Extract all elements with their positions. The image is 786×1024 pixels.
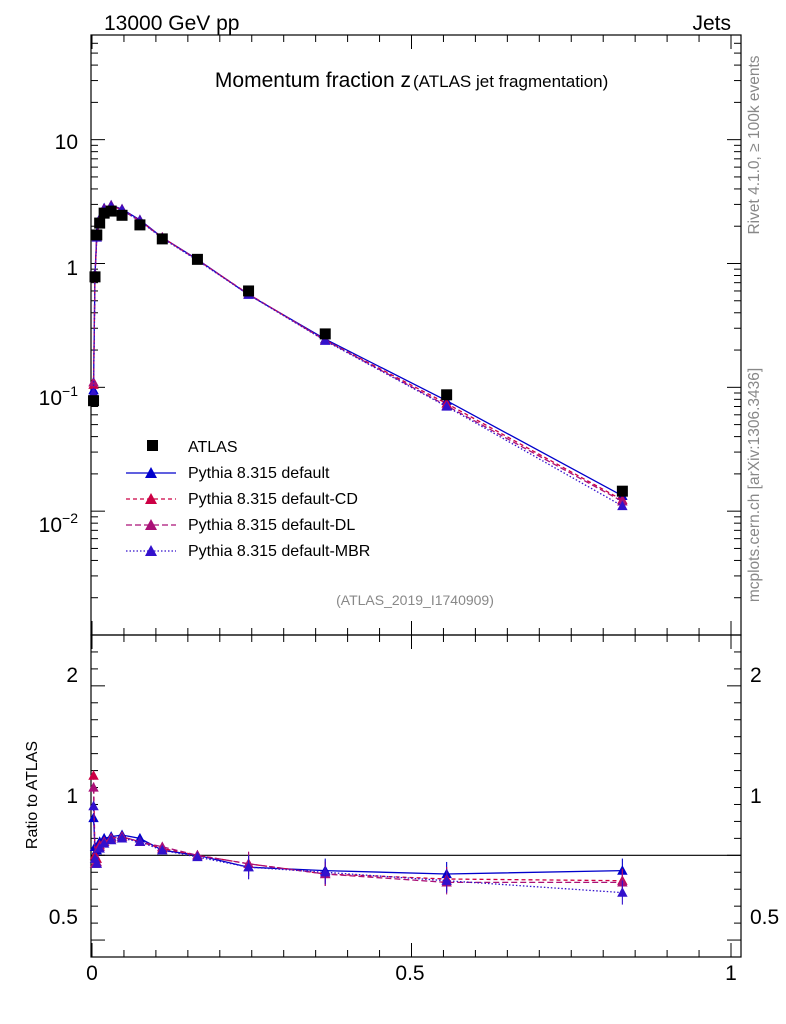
x-tick-labels: 0 0.5 1 [86,962,737,985]
ratio-y-tick-label-0.5: 0.5 [49,906,78,929]
series-line [92,205,623,502]
data-point [116,209,128,221]
legend-label-cd: Pythia 8.315 default-CD [188,491,358,508]
main-y-tick-label-1: 1 [66,257,78,280]
data-point [91,229,103,241]
main-y-tick-label-0.01: 10−2 [39,510,79,537]
legend-label-mbr: Pythia 8.315 default-MBR [188,543,370,560]
series-line [92,204,623,497]
ratio-y-tick-labels: 2 1 0.5 2 1 0.5 [49,664,779,929]
main-y-tick-label-10: 10 [55,131,78,154]
ratio-y-axis-label: Ratio to ATLAS [24,741,41,849]
ratio-series-3 [88,800,628,905]
legend-marker-atlas [147,440,158,451]
data-point [134,219,146,231]
data-point [319,328,331,340]
data-point [441,389,453,401]
legend-label-atlas: ATLAS [188,439,238,456]
x-tick-label-1: 1 [725,962,737,985]
data-point [191,253,203,265]
main-y-tick-labels: 10 1 10−1 10−2 [39,131,79,537]
legend-marker-mbr [145,545,157,556]
main-y-tick-label-0.1: 10−1 [39,383,79,410]
ratio-point [88,800,99,811]
series-point [320,335,331,345]
legend-label-default: Pythia 8.315 default [188,465,330,482]
ratio-point [105,834,117,845]
data-point [616,485,628,497]
legend: ATLAS Pythia 8.315 default Pythia 8.315 … [126,439,370,560]
ratio-panel-frame [90,634,742,958]
mcplots-label: mcplots.cern.ch [arXiv:1306.3436] [746,368,763,602]
ratio-y-tick-label-right-1: 1 [750,785,762,808]
legend-marker-cd [145,493,157,504]
series-1 [88,200,628,505]
x-tick-label-0.5: 0.5 [395,962,424,985]
series-0 [88,199,628,500]
series-line [92,205,623,501]
analysis-id-label: (ATLAS_2019_I1740909) [336,592,494,608]
ratio-point [98,837,110,848]
ratio-line [92,775,623,882]
series-point [617,500,628,511]
chart-subtitle: (ATLAS jet fragmentation) [413,72,608,91]
ratio-point [88,770,99,780]
ratio-point [94,843,105,853]
ratio-point [617,887,628,897]
ratio-point [192,851,203,862]
ratio-y-tick-label-right-2: 2 [750,664,762,687]
legend-marker-default [145,467,157,478]
ratio-plot-area [88,770,628,905]
ratio-point [88,782,99,792]
ratio-point [134,836,146,846]
legend-label-dl: Pythia 8.315 default-DL [188,517,355,534]
rivet-version-label: Rivet 4.1.0, ≥ 100k events [746,55,763,234]
ratio-series-2 [88,782,628,895]
energy-label: 13000 GeV pp [104,12,239,35]
ratio-point [91,858,103,868]
ratio-y-tick-label-right-0.5: 0.5 [750,906,779,929]
process-label: Jets [692,12,731,35]
ratio-point [243,861,254,872]
ratio-line [92,817,623,875]
data-point [98,207,110,219]
data-point [88,395,100,407]
ratio-y-tick-label-1: 1 [66,785,78,808]
ratio-y-tick-label-2: 2 [66,664,78,687]
main-plot-area [88,199,628,511]
atlas-data [88,205,628,497]
ratio-point [441,875,452,885]
data-point [89,271,101,283]
legend-marker-dl [145,519,157,530]
ratio-point [116,832,128,843]
series-point [88,387,99,398]
chart-title: Momentum fraction z [215,69,411,92]
x-tick-label-0: 0 [86,962,98,985]
series-point [441,401,452,411]
data-point [105,205,117,217]
data-point [243,285,255,297]
ratio-point [320,866,331,877]
data-point [94,217,106,229]
ratio-line [92,787,623,884]
ratio-point [157,844,168,855]
ratio-series-1 [88,770,628,893]
series-2 [88,200,628,506]
data-point [156,233,168,245]
